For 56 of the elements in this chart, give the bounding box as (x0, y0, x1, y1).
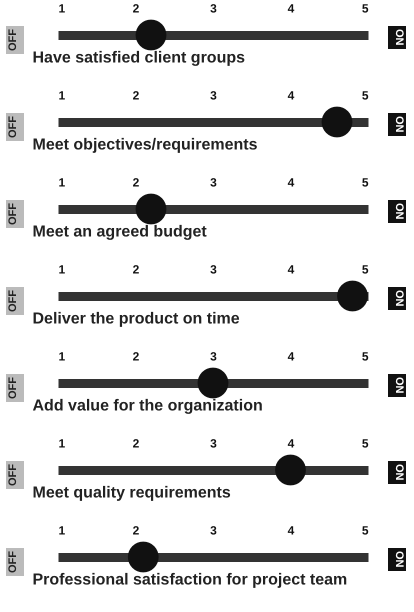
text: OFF (6, 548, 24, 576)
text: ON (388, 548, 406, 570)
x-tick-label: 3 (210, 2, 218, 16)
text: ON (388, 26, 406, 48)
x-tick-label: 4 (288, 176, 295, 190)
x-tick-label: 2 (132, 350, 140, 364)
x-tick-label: 5 (362, 350, 369, 364)
text: ON (388, 287, 406, 310)
x-tick-label: 3 (210, 176, 218, 190)
x-tick-label: 1 (58, 436, 66, 450)
y-tick-label: Meet an agreed budget (32, 224, 208, 240)
x-tick-label: 4 (288, 2, 295, 16)
text: ON (388, 374, 406, 396)
x-tick-label: 4 (288, 262, 295, 276)
x-tick-label: 2 (132, 436, 140, 450)
text: OFF (6, 113, 24, 141)
text: OFF (6, 287, 24, 315)
x-tick-label: 4 (288, 88, 295, 102)
text: OFF (6, 200, 24, 228)
x-tick-label: 3 (210, 524, 218, 538)
x-tick-label: 2 (132, 88, 140, 102)
x-tick-label: 2 (132, 524, 140, 538)
x-tick-label: 1 (58, 88, 66, 102)
x-tick-label: 4 (288, 350, 295, 364)
x-tick-label: 2 (132, 2, 140, 16)
x-tick-label: 5 (362, 88, 369, 102)
x-tick-label: 2 (132, 176, 140, 190)
text: ON (388, 200, 406, 222)
x-tick-label: 5 (362, 524, 369, 538)
x-tick-label: 1 (58, 524, 66, 538)
x-tick-label: 5 (362, 176, 369, 190)
x-tick-label: 4 (288, 524, 295, 538)
y-tick-label: Meet quality requirements (32, 484, 231, 502)
x-tick-label: 3 (210, 436, 218, 450)
x-tick-label: 5 (362, 436, 369, 450)
y-tick-label: Have satisfied client groups (32, 50, 246, 66)
x-tick-label: 1 (58, 2, 66, 16)
text: ON (388, 461, 406, 484)
y-tick-label: Add value for the organization (32, 398, 263, 414)
text: OFF (6, 461, 24, 489)
text: OFF (6, 374, 24, 402)
x-tick-label: 1 (58, 350, 66, 364)
y-tick-label: Deliver the product on time (32, 310, 240, 328)
x-tick-label: 5 (362, 2, 369, 16)
x-tick-label: 5 (362, 262, 369, 276)
x-tick-label: 3 (210, 350, 218, 364)
x-tick-label: 3 (210, 262, 218, 276)
text: OFF (6, 26, 24, 54)
x-tick-label: 4 (288, 436, 295, 450)
x-tick-label: 2 (132, 262, 140, 276)
x-tick-label: 3 (210, 88, 218, 102)
y-tick-label: Professional satisfaction for project team (32, 572, 348, 588)
x-tick-label: 1 (58, 176, 66, 190)
text: ON (388, 113, 406, 136)
x-tick-label: 1 (58, 262, 66, 276)
y-tick-label: Meet objectives/requirements (32, 136, 258, 154)
